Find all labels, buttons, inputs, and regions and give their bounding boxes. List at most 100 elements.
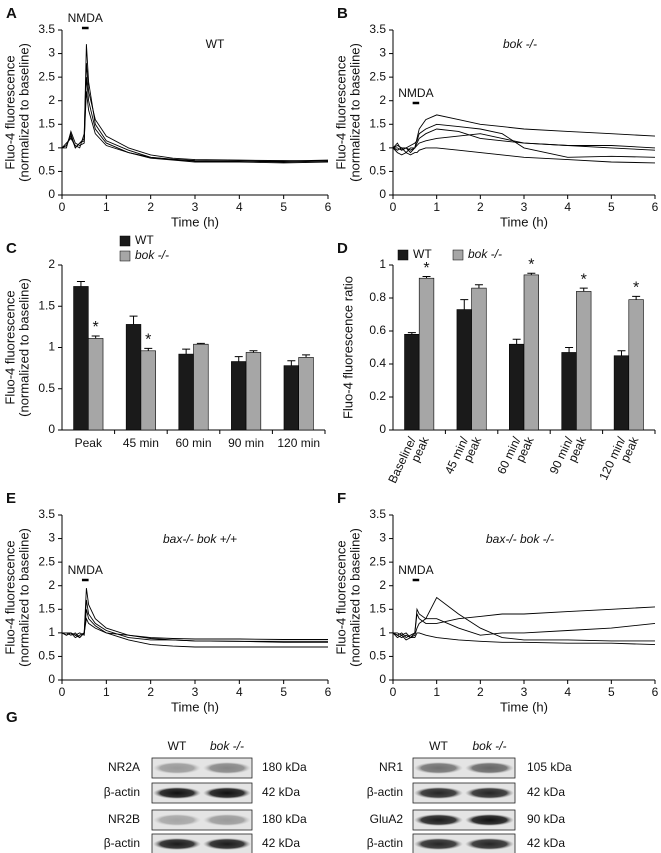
nmda-label: NMDA [68,11,103,25]
y-tick-label: 0 [48,672,55,686]
nmda-label: NMDA [398,86,433,100]
x-tick-label: 6 [325,685,332,699]
blot-band [465,762,514,774]
blot-size: 42 kDa [262,785,300,799]
lane-header: bok -/- [472,739,506,753]
legend-label: bok -/- [468,247,502,261]
error-bar [91,335,100,339]
bar [456,309,472,431]
trace [61,588,328,643]
blot-band [465,787,514,799]
blot-label: β-actin [104,785,140,799]
blot-band [203,762,251,774]
nmda-label: NMDA [398,563,433,577]
y-axis-label: Fluo-4 fluorescence [333,540,348,654]
error-bar [129,315,138,325]
y-tick-label: 0.5 [369,649,386,663]
legend-swatch [119,250,131,262]
panel-letter: D [337,240,348,257]
y-tick-label: 1 [379,257,386,271]
trace [393,133,656,154]
trace [392,123,656,158]
y-tick-label: 3 [48,531,55,545]
error-bar [565,347,574,353]
y-axis-label: (normalized to baseline) [16,278,31,417]
blot-size: 180 kDa [262,760,307,774]
lane-header: WT [168,739,187,753]
bar [471,287,487,431]
x-tick-label: 6 [652,200,659,214]
x-tick-label: 2 [147,685,154,699]
x-tick-label: 3 [192,685,199,699]
y-tick-label: 0.2 [369,389,386,403]
x-tick-label: 6 [652,685,659,699]
blot-size: 105 kDa [527,760,572,774]
trace [393,606,656,639]
bar [576,291,592,431]
legend-label: WT [413,247,432,261]
inset-label: bax-/- bok -/- [486,532,554,546]
trace [392,114,656,151]
trace [392,128,656,154]
blot-size: 42 kDa [527,836,565,850]
blot-band [465,838,514,850]
panel-letter: B [337,5,348,22]
panel-letter: C [6,240,17,257]
y-tick-label: 1.5 [38,116,55,130]
x-tick-label: 5 [280,685,287,699]
bar [140,350,156,431]
y-tick-label: 0.6 [369,323,386,337]
y-tick-label: 2.5 [369,69,386,83]
bar [523,274,539,431]
x-tick-label: 2 [477,685,484,699]
x-axis-label: Time (h) [171,214,219,229]
blot-label: GluA2 [370,812,404,826]
x-tick-label: Peak [75,436,103,450]
blot-band [465,814,514,826]
blot-band [153,838,201,850]
y-tick-label: 1 [48,625,55,639]
blot-label: NR2A [108,760,140,774]
x-tick-label: 120 min [277,436,320,450]
bar [178,353,194,431]
blot-band [203,838,251,850]
inset-label: bok -/- [503,37,537,51]
error-bar [302,354,311,358]
blot-band [414,814,463,826]
y-tick-label: 0.5 [38,649,55,663]
inset-label: bax-/- bok +/+ [163,532,237,546]
blot-size: 42 kDa [262,836,300,850]
error-bar [196,342,205,345]
y-tick-label: 3 [379,46,386,60]
error-bar [512,338,521,345]
error-bar [460,299,469,310]
x-axis-label: Time (h) [171,699,219,714]
bar [231,361,247,431]
y-tick-label: 0.4 [369,356,386,370]
y-axis-label: (normalized to baseline) [347,528,362,667]
blot-size: 42 kDa [527,785,565,799]
y-axis-label: (normalized to baseline) [347,43,362,182]
x-tick-label: 0 [59,200,66,214]
x-tick-label: 1 [433,200,440,214]
x-tick-label: 4 [564,200,571,214]
y-tick-label: 1.5 [369,601,386,615]
x-tick-label: 1 [433,685,440,699]
bar [509,343,525,431]
y-axis-label: Fluo-4 fluorescence [2,540,17,654]
trace [392,632,656,646]
blot-band [203,787,251,799]
nmda-label: NMDA [68,563,103,577]
x-tick-label: 5 [608,685,615,699]
y-tick-label: 0.8 [369,290,386,304]
y-tick-label: 2 [48,257,55,271]
legend-label: bok -/- [135,248,169,262]
bar [283,365,299,431]
x-tick-label: 90 min [228,436,264,450]
bar [404,333,420,431]
bar [418,277,435,431]
y-tick-label: 1 [379,625,386,639]
y-axis-label: Fluo-4 fluorescence [2,55,17,169]
inset-label: WT [206,37,225,51]
